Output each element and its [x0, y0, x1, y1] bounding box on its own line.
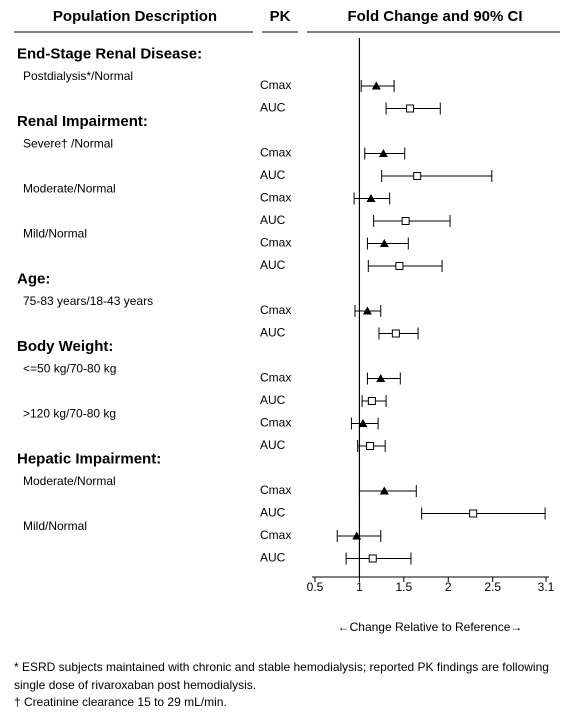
subgroup-label: 75-83 years/18-43 years: [23, 294, 153, 308]
pk-label: Cmax: [260, 371, 291, 385]
x-tick-label: 2: [445, 580, 452, 594]
point-estimate: [366, 194, 376, 202]
x-tick-label: 3.1: [538, 580, 555, 594]
pk-label: Cmax: [260, 303, 291, 317]
point-estimate: [395, 262, 404, 270]
group-title: Body Weight:: [17, 338, 113, 355]
pk-label: Cmax: [260, 528, 291, 542]
subgroup-label: >120 kg/70-80 kg: [23, 407, 116, 421]
pk-label: Cmax: [260, 416, 291, 430]
x-tick-label: 2.5: [484, 580, 501, 594]
footnote: single dose of rivaroxaban post hemodial…: [14, 678, 256, 692]
group-title: Hepatic Impairment:: [17, 450, 161, 467]
point-estimate: [367, 397, 376, 405]
pk-label: AUC: [260, 438, 286, 452]
subgroup-label: Moderate/Normal: [23, 182, 116, 196]
x-axis-label: ←Change Relative to Reference→: [338, 620, 523, 634]
pk-label: Cmax: [260, 78, 291, 92]
pk-label: AUC: [260, 258, 286, 272]
pk-label: AUC: [260, 393, 286, 407]
x-tick-label: 1: [356, 580, 363, 594]
pk-label: Cmax: [260, 483, 291, 497]
point-estimate: [366, 442, 375, 450]
pk-label: AUC: [260, 551, 286, 565]
pk-label: Cmax: [260, 236, 291, 250]
point-estimate: [401, 217, 410, 225]
point-estimate: [352, 531, 362, 540]
group-title: End-Stage Renal Disease:: [17, 45, 202, 62]
pk-label: Cmax: [260, 191, 291, 205]
point-estimate: [376, 374, 386, 382]
point-estimate: [413, 172, 422, 180]
point-estimate: [368, 554, 377, 563]
pk-label: AUC: [260, 101, 286, 115]
column-header: Population Description: [53, 8, 217, 25]
point-estimate: [379, 486, 389, 495]
group-title: Renal Impairment:: [17, 113, 148, 130]
column-header: Fold Change and 90% CI: [347, 8, 522, 25]
subgroup-label: Severe† /Normal: [23, 137, 113, 151]
pk-label: AUC: [260, 168, 286, 182]
pk-label: AUC: [260, 213, 286, 227]
point-estimate: [391, 329, 400, 338]
pk-label: AUC: [260, 506, 286, 520]
x-tick-label: 0.5: [307, 580, 324, 594]
point-estimate: [362, 306, 372, 315]
footnote: † Creatinine clearance 15 to 29 mL/min.: [14, 695, 227, 709]
subgroup-label: Mild/Normal: [23, 227, 87, 241]
subgroup-label: Moderate/Normal: [23, 474, 116, 488]
subgroup-label: <=50 kg/70-80 kg: [23, 362, 116, 376]
point-estimate: [371, 81, 381, 90]
pk-label: AUC: [260, 326, 286, 340]
x-tick-label: 1.5: [396, 580, 413, 594]
point-estimate: [378, 149, 388, 157]
point-estimate: [379, 239, 389, 247]
subgroup-label: Postdialysis*/Normal: [23, 69, 133, 83]
group-title: Age:: [17, 270, 50, 287]
subgroup-label: Mild/Normal: [23, 519, 87, 533]
pk-label: Cmax: [260, 146, 291, 160]
point-estimate: [358, 419, 368, 427]
point-estimate: [469, 509, 478, 518]
point-estimate: [406, 104, 415, 113]
column-header: PK: [270, 8, 291, 25]
footnote: * ESRD subjects maintained with chronic …: [14, 660, 549, 674]
